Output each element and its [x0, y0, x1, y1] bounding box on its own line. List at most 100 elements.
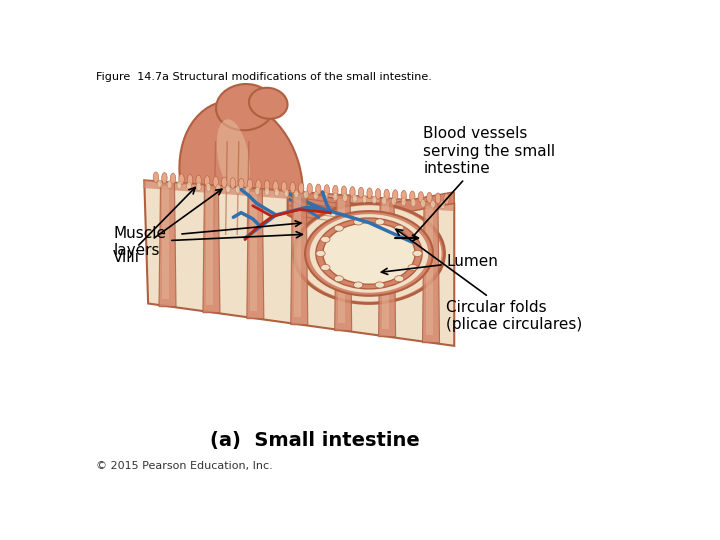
- Ellipse shape: [392, 197, 396, 205]
- Ellipse shape: [158, 180, 162, 187]
- Ellipse shape: [247, 179, 253, 190]
- Ellipse shape: [431, 200, 435, 208]
- Ellipse shape: [382, 197, 387, 204]
- Ellipse shape: [354, 219, 363, 225]
- Ellipse shape: [350, 187, 355, 197]
- Polygon shape: [203, 185, 220, 313]
- Ellipse shape: [343, 194, 348, 201]
- Polygon shape: [291, 192, 307, 325]
- Ellipse shape: [162, 173, 167, 184]
- Text: Muscle
layers: Muscle layers: [113, 226, 302, 258]
- Ellipse shape: [375, 188, 381, 199]
- Ellipse shape: [187, 174, 193, 185]
- Ellipse shape: [392, 190, 398, 200]
- Ellipse shape: [313, 192, 318, 199]
- Ellipse shape: [216, 84, 274, 130]
- Ellipse shape: [282, 181, 287, 192]
- Ellipse shape: [334, 225, 343, 231]
- Ellipse shape: [179, 174, 184, 185]
- Ellipse shape: [230, 178, 235, 188]
- Text: Circular folds
(plicae circulares): Circular folds (plicae circulares): [396, 230, 582, 332]
- Polygon shape: [290, 195, 346, 234]
- Ellipse shape: [375, 282, 384, 288]
- Ellipse shape: [320, 265, 330, 271]
- Ellipse shape: [323, 222, 415, 284]
- Ellipse shape: [177, 181, 181, 189]
- Ellipse shape: [255, 187, 260, 195]
- Text: (a)  Small intestine: (a) Small intestine: [210, 431, 420, 450]
- Ellipse shape: [217, 119, 250, 195]
- Ellipse shape: [290, 182, 295, 193]
- Polygon shape: [247, 188, 264, 319]
- Ellipse shape: [401, 198, 406, 206]
- Ellipse shape: [401, 191, 407, 201]
- Ellipse shape: [418, 192, 423, 202]
- Ellipse shape: [408, 237, 418, 242]
- Ellipse shape: [238, 178, 244, 189]
- Ellipse shape: [304, 191, 308, 199]
- Ellipse shape: [408, 265, 418, 271]
- Ellipse shape: [441, 201, 445, 208]
- Ellipse shape: [170, 173, 176, 184]
- Ellipse shape: [362, 195, 367, 203]
- Ellipse shape: [315, 184, 321, 195]
- Ellipse shape: [375, 219, 384, 225]
- Ellipse shape: [334, 275, 343, 282]
- Text: © 2015 Pearson Education, Inc.: © 2015 Pearson Education, Inc.: [96, 461, 273, 471]
- Ellipse shape: [444, 193, 449, 204]
- Polygon shape: [206, 189, 213, 305]
- Text: Figure  14.7a Structural modifications of the small intestine.: Figure 14.7a Structural modifications of…: [96, 72, 432, 83]
- Polygon shape: [162, 186, 169, 299]
- Ellipse shape: [186, 182, 192, 190]
- Polygon shape: [250, 192, 257, 311]
- Ellipse shape: [324, 185, 330, 195]
- Ellipse shape: [413, 251, 422, 256]
- Text: Villi: Villi: [113, 187, 195, 265]
- Ellipse shape: [323, 192, 328, 200]
- Ellipse shape: [235, 186, 240, 193]
- Ellipse shape: [216, 184, 220, 192]
- Ellipse shape: [435, 193, 441, 204]
- Ellipse shape: [372, 196, 377, 204]
- Ellipse shape: [153, 172, 158, 183]
- Polygon shape: [159, 182, 176, 307]
- Polygon shape: [338, 199, 345, 323]
- Ellipse shape: [411, 199, 415, 206]
- Ellipse shape: [384, 189, 390, 200]
- Polygon shape: [379, 198, 395, 336]
- Ellipse shape: [249, 88, 287, 119]
- Ellipse shape: [179, 100, 303, 260]
- Ellipse shape: [333, 185, 338, 196]
- Ellipse shape: [206, 184, 211, 191]
- Ellipse shape: [197, 183, 201, 191]
- Ellipse shape: [427, 192, 432, 203]
- Polygon shape: [426, 206, 433, 335]
- Ellipse shape: [353, 194, 357, 202]
- Ellipse shape: [274, 188, 279, 197]
- Ellipse shape: [341, 186, 346, 197]
- Ellipse shape: [264, 180, 270, 191]
- Ellipse shape: [410, 191, 415, 202]
- Ellipse shape: [167, 181, 172, 188]
- Ellipse shape: [333, 193, 338, 201]
- Polygon shape: [144, 180, 454, 346]
- Ellipse shape: [320, 237, 330, 242]
- Ellipse shape: [225, 185, 230, 193]
- Polygon shape: [307, 192, 454, 219]
- Ellipse shape: [367, 188, 372, 199]
- Polygon shape: [294, 195, 301, 317]
- Ellipse shape: [395, 275, 404, 282]
- Ellipse shape: [294, 204, 444, 303]
- Ellipse shape: [204, 176, 210, 186]
- Polygon shape: [382, 202, 389, 329]
- Ellipse shape: [284, 190, 289, 197]
- Ellipse shape: [222, 177, 227, 188]
- Ellipse shape: [299, 183, 304, 193]
- Polygon shape: [335, 195, 351, 330]
- Ellipse shape: [307, 184, 312, 194]
- Ellipse shape: [316, 218, 422, 289]
- Text: Lumen: Lumen: [382, 254, 498, 274]
- Ellipse shape: [354, 282, 363, 288]
- Ellipse shape: [294, 190, 299, 198]
- Ellipse shape: [246, 186, 250, 194]
